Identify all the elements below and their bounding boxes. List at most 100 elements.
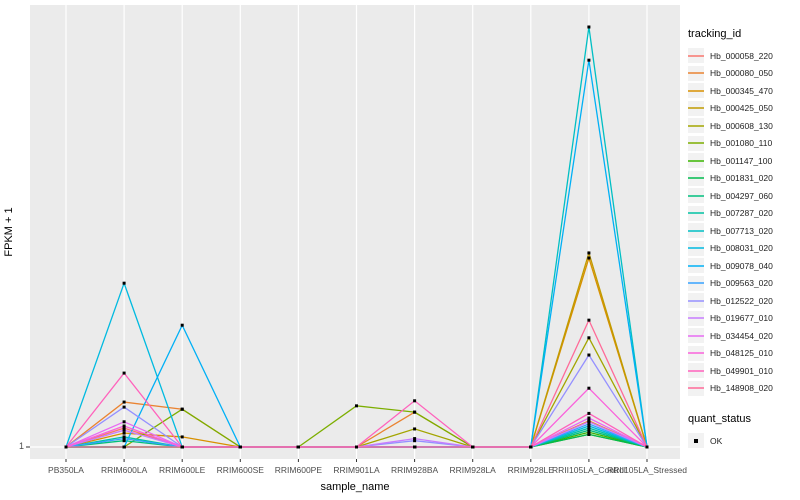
legend-item-Hb_001831_020: Hb_001831_020 <box>688 170 800 188</box>
legend-key-box <box>688 310 704 326</box>
legend-item-Hb_148908_020: Hb_148908_020 <box>688 380 800 398</box>
legend-key-line <box>688 247 704 250</box>
data-point <box>413 399 417 403</box>
data-point <box>587 422 591 426</box>
legend-block-quant-status: quant_status OK <box>688 413 800 450</box>
legend-item-Hb_007287_020: Hb_007287_020 <box>688 205 800 223</box>
legend-key-box <box>688 118 704 134</box>
legend-key-line <box>688 282 704 285</box>
legend-item-label: Hb_000345_470 <box>710 85 773 96</box>
legend-key-line <box>688 387 704 390</box>
legend-key-box <box>688 363 704 379</box>
legend-item-label: Hb_148908_020 <box>710 383 773 394</box>
data-point <box>355 445 358 449</box>
x-tick-label-RRIM600LE: RRIM600LE <box>159 465 206 475</box>
ok-point-swatch <box>694 439 698 444</box>
legend-key-box <box>688 223 704 239</box>
data-point <box>587 336 591 340</box>
data-point <box>413 437 417 441</box>
data-point <box>587 251 591 255</box>
data-point <box>180 407 184 411</box>
legend-key-box <box>688 153 704 169</box>
legend-item-Hb_048125_010: Hb_048125_010 <box>688 345 800 363</box>
legend-key-box <box>688 380 704 396</box>
legend-item-label: Hb_008031_020 <box>710 243 773 254</box>
data-point <box>587 58 591 62</box>
legend-item-Hb_009563_020: Hb_009563_020 <box>688 275 800 293</box>
x-tick-label-PB350LA: PB350LA <box>48 465 84 475</box>
legend-item-Hb_000608_130: Hb_000608_130 <box>688 117 800 135</box>
legend-item-label: Hb_007713_020 <box>710 225 773 236</box>
data-point <box>587 318 591 322</box>
legend-key-box <box>688 258 704 274</box>
legend-item-label: Hb_000608_130 <box>710 120 773 131</box>
legend-key-box <box>688 293 704 309</box>
legend-key-box <box>688 188 704 204</box>
data-point <box>122 428 126 432</box>
legend-key-line <box>688 142 704 145</box>
x-tick-label-RRIM600LA: RRIM600LA <box>100 465 148 475</box>
x-tick-label-RRIM600PE: RRIM600PE <box>274 465 323 475</box>
data-point <box>122 431 126 435</box>
data-point <box>587 426 591 430</box>
x-tick-label-RRIM928LE: RRIM928LE <box>507 465 554 475</box>
legend-item-label: Hb_009563_020 <box>710 278 773 289</box>
data-point <box>587 432 591 436</box>
y-tick-label: 1 <box>18 441 24 451</box>
legend-item-label: Hb_007287_020 <box>710 208 773 219</box>
data-point <box>587 416 591 420</box>
legend-item-ok: OK <box>688 432 800 450</box>
legend-item-Hb_019677_010: Hb_019677_010 <box>688 310 800 328</box>
legend-item-Hb_004297_060: Hb_004297_060 <box>688 187 800 205</box>
data-point <box>296 445 300 449</box>
data-point <box>587 353 591 357</box>
legend-item-Hb_001147_100: Hb_001147_100 <box>688 152 800 170</box>
data-point <box>64 445 68 449</box>
x-axis-title: sample_name <box>320 481 390 493</box>
legend-key-box <box>688 170 704 186</box>
legend-key-box <box>688 48 704 64</box>
legend-item-label: OK <box>710 435 723 446</box>
legend-item-label: Hb_004297_060 <box>710 190 773 201</box>
legend-item-Hb_012522_020: Hb_012522_020 <box>688 292 800 310</box>
data-point <box>587 430 591 434</box>
legend-key-line <box>688 352 704 355</box>
data-point <box>413 439 417 443</box>
legend-key-line <box>688 229 704 232</box>
data-point <box>122 437 126 441</box>
legend-key-line <box>688 107 704 110</box>
legend-item-label: Hb_001080_110 <box>710 138 773 149</box>
legend-title-tracking-id: tracking_id <box>688 28 742 40</box>
legend-item-Hb_049901_010: Hb_049901_010 <box>688 362 800 380</box>
legend-key-line <box>688 369 704 372</box>
legend-key-line <box>688 317 704 320</box>
data-point <box>587 411 591 415</box>
x-tick-label-RRIM901LA: RRIM901LA <box>333 465 380 475</box>
data-point <box>413 445 417 449</box>
legend-key-line <box>688 194 704 197</box>
legend-item-label: Hb_048125_010 <box>710 348 773 359</box>
data-point <box>122 445 126 449</box>
data-point <box>529 445 533 449</box>
legend-item-label: Hb_000058_220 <box>710 50 773 61</box>
legend-item-label: Hb_034454_020 <box>710 330 773 341</box>
data-point <box>587 428 591 432</box>
legend-item-Hb_000345_470: Hb_000345_470 <box>688 82 800 100</box>
legend-key-line <box>688 54 704 57</box>
legend-key-box <box>688 275 704 291</box>
data-point <box>180 323 184 327</box>
data-point <box>122 439 126 443</box>
legend-item-label: Hb_009078_040 <box>710 260 773 271</box>
legend-key-line <box>688 177 704 180</box>
legend-item-label: Hb_001831_020 <box>710 173 773 184</box>
data-point <box>587 25 591 29</box>
y-axis-title: FPKM + 1 <box>3 207 15 257</box>
data-point <box>122 420 126 424</box>
data-point <box>413 427 417 431</box>
legend-item-Hb_009078_040: Hb_009078_040 <box>688 257 800 275</box>
data-point <box>122 400 126 404</box>
legend-item-Hb_008031_020: Hb_008031_020 <box>688 240 800 258</box>
legend-key-box <box>688 205 704 221</box>
data-point <box>180 445 184 449</box>
